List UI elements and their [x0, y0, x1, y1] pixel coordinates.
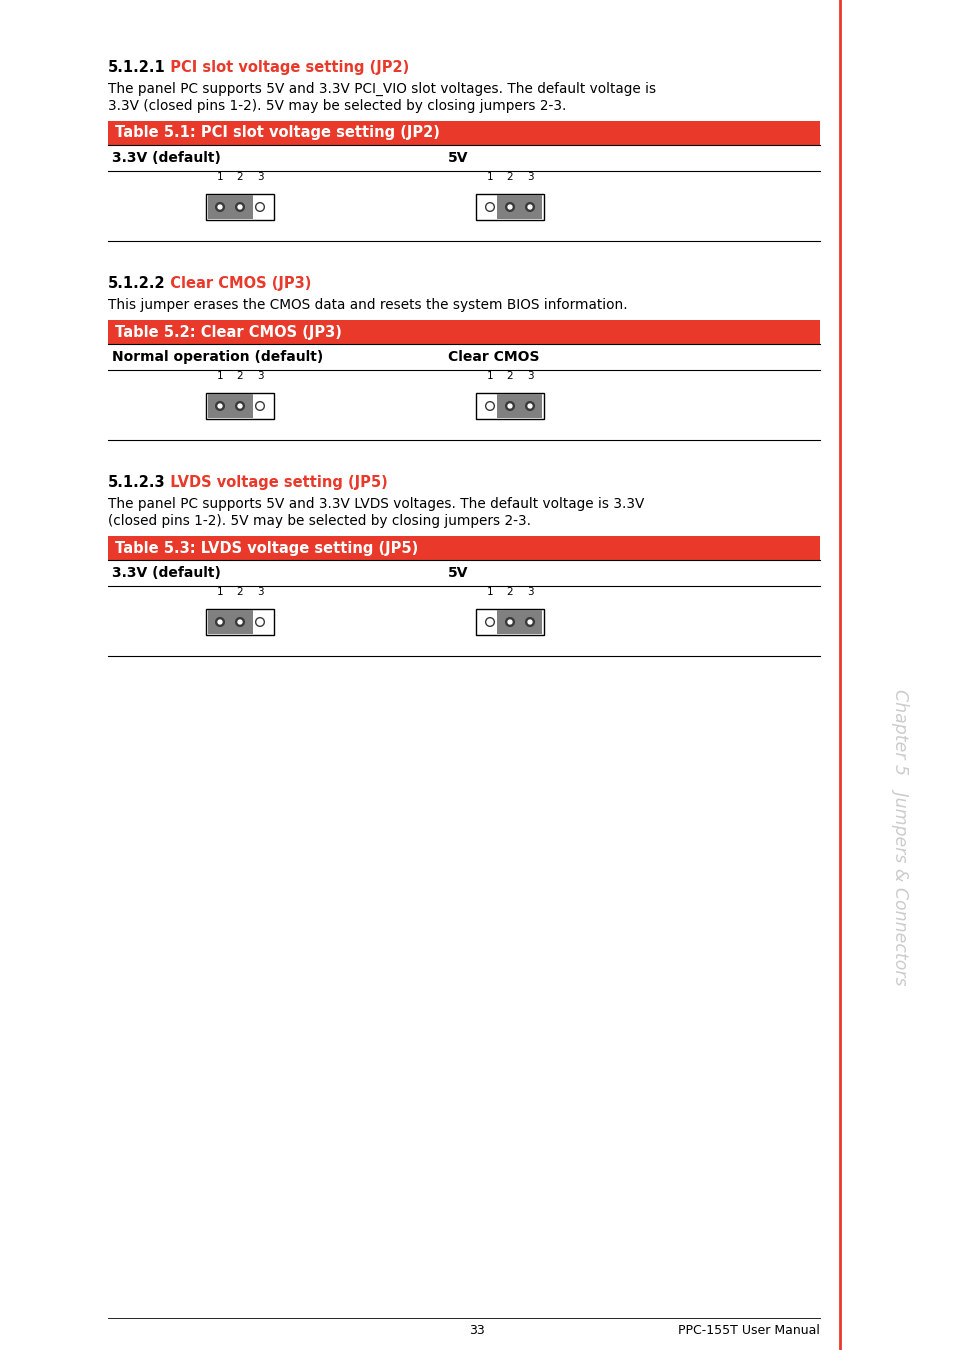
Text: LVDS voltage setting (JP5): LVDS voltage setting (JP5) [160, 475, 387, 490]
Text: 3.3V (closed pins 1-2). 5V may be selected by closing jumpers 2-3.: 3.3V (closed pins 1-2). 5V may be select… [108, 99, 566, 113]
Circle shape [238, 205, 242, 209]
Circle shape [505, 202, 514, 212]
Text: 1: 1 [216, 171, 223, 182]
Circle shape [215, 618, 224, 626]
Circle shape [235, 202, 244, 212]
Circle shape [528, 404, 532, 408]
Circle shape [505, 618, 514, 626]
Text: 1: 1 [486, 371, 493, 381]
Bar [476, 609, 543, 634]
Text: 3: 3 [256, 371, 263, 381]
Text: 2: 2 [236, 587, 243, 597]
Bar [497, 394, 541, 418]
Text: 3: 3 [526, 171, 533, 182]
Text: 5V: 5V [448, 566, 468, 580]
Bar [206, 609, 274, 634]
Text: 5.1.2.1: 5.1.2.1 [108, 59, 166, 76]
Text: Normal operation (default): Normal operation (default) [112, 350, 323, 365]
Bar [108, 536, 820, 560]
Bar [208, 610, 253, 634]
Circle shape [528, 620, 532, 624]
Circle shape [508, 404, 512, 408]
Text: 3: 3 [526, 371, 533, 381]
Text: Table 5.1: PCI slot voltage setting (JP2): Table 5.1: PCI slot voltage setting (JP2… [115, 126, 439, 140]
Circle shape [255, 202, 264, 212]
Circle shape [215, 402, 224, 410]
Text: 3.3V (default): 3.3V (default) [112, 151, 221, 165]
Text: The panel PC supports 5V and 3.3V LVDS voltages. The default voltage is 3.3V: The panel PC supports 5V and 3.3V LVDS v… [108, 497, 643, 512]
Text: 2: 2 [506, 587, 513, 597]
Text: 1: 1 [216, 587, 223, 597]
Circle shape [508, 620, 512, 624]
Text: The panel PC supports 5V and 3.3V PCI_VIO slot voltages. The default voltage is: The panel PC supports 5V and 3.3V PCI_VI… [108, 82, 656, 96]
Text: Table 5.2: Clear CMOS (JP3): Table 5.2: Clear CMOS (JP3) [115, 324, 341, 339]
Circle shape [508, 205, 512, 209]
Bar [476, 393, 543, 418]
Bar [497, 610, 541, 634]
Circle shape [218, 205, 222, 209]
Circle shape [525, 402, 534, 410]
Text: 2: 2 [236, 371, 243, 381]
Circle shape [528, 205, 532, 209]
Circle shape [238, 620, 242, 624]
Text: 1: 1 [216, 371, 223, 381]
Bar [108, 320, 820, 344]
Text: Clear CMOS: Clear CMOS [448, 350, 539, 365]
Text: 2: 2 [236, 171, 243, 182]
Circle shape [235, 402, 244, 410]
Text: Clear CMOS (JP3): Clear CMOS (JP3) [160, 275, 311, 292]
Text: 5.1.2.2: 5.1.2.2 [108, 275, 166, 292]
Circle shape [235, 618, 244, 626]
Circle shape [218, 620, 222, 624]
Circle shape [485, 402, 494, 410]
Text: 5V: 5V [448, 151, 468, 165]
Bar [497, 194, 541, 219]
Bar [476, 194, 543, 220]
Circle shape [485, 202, 494, 212]
Circle shape [218, 404, 222, 408]
Text: 3.3V (default): 3.3V (default) [112, 566, 221, 580]
Text: PCI slot voltage setting (JP2): PCI slot voltage setting (JP2) [160, 59, 409, 76]
Text: 3: 3 [526, 587, 533, 597]
Bar [206, 393, 274, 418]
Bar [208, 394, 253, 418]
Bar [206, 194, 274, 220]
Circle shape [525, 202, 534, 212]
Text: 2: 2 [506, 171, 513, 182]
Text: 1: 1 [486, 171, 493, 182]
Text: 3: 3 [256, 171, 263, 182]
Circle shape [255, 402, 264, 410]
Text: This jumper erases the CMOS data and resets the system BIOS information.: This jumper erases the CMOS data and res… [108, 298, 627, 312]
Text: 1: 1 [486, 587, 493, 597]
Text: 2: 2 [506, 371, 513, 381]
Circle shape [255, 618, 264, 626]
Text: 3: 3 [256, 587, 263, 597]
Text: Table 5.3: LVDS voltage setting (JP5): Table 5.3: LVDS voltage setting (JP5) [115, 540, 417, 555]
Circle shape [215, 202, 224, 212]
Text: 5.1.2.3: 5.1.2.3 [108, 475, 166, 490]
Circle shape [525, 618, 534, 626]
Circle shape [485, 618, 494, 626]
Text: (closed pins 1-2). 5V may be selected by closing jumpers 2-3.: (closed pins 1-2). 5V may be selected by… [108, 514, 531, 528]
Circle shape [238, 404, 242, 408]
Circle shape [505, 402, 514, 410]
Text: 33: 33 [469, 1324, 484, 1336]
Bar [108, 122, 820, 144]
Text: PPC-155T User Manual: PPC-155T User Manual [678, 1324, 820, 1336]
Bar [208, 194, 253, 219]
Text: Chapter 5   Jumpers & Connectors: Chapter 5 Jumpers & Connectors [890, 688, 908, 986]
